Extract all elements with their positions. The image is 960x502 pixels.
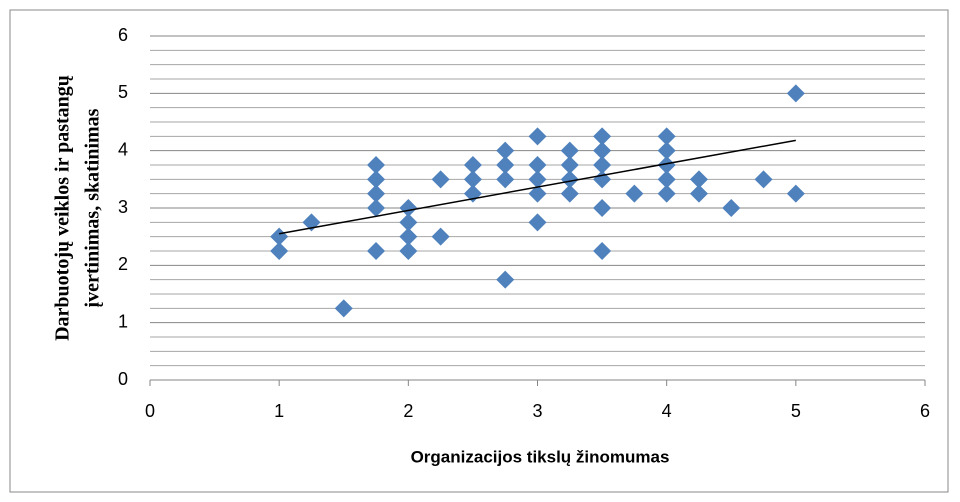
point	[657, 141, 676, 160]
point	[593, 141, 612, 160]
point	[367, 184, 386, 203]
y-tick-label: 3	[118, 197, 128, 217]
y-axis-label: Darbuotojų veiklos ir pastangų įvertinim…	[52, 75, 104, 341]
point	[399, 242, 418, 260]
point	[625, 184, 644, 203]
y-tick-label: 2	[118, 254, 128, 274]
point	[528, 213, 547, 232]
point	[496, 270, 515, 289]
point	[593, 199, 612, 217]
point	[657, 184, 676, 203]
point	[334, 299, 353, 318]
point	[270, 227, 289, 246]
x-tick-label: 0	[145, 401, 155, 421]
point	[593, 127, 612, 146]
point	[367, 156, 386, 174]
x-tick-label: 6	[920, 401, 930, 421]
point	[689, 170, 708, 189]
point	[560, 184, 579, 203]
y-tick-label: 1	[118, 311, 128, 331]
point	[560, 156, 579, 174]
point	[657, 156, 676, 174]
x-tick-label: 4	[662, 401, 672, 421]
y-axis-label-line: Darbuotojų veiklos ir pastangų	[52, 75, 74, 341]
point	[528, 184, 547, 203]
point	[367, 199, 386, 217]
point	[496, 170, 515, 189]
point	[560, 170, 579, 189]
point	[270, 242, 289, 260]
point	[528, 156, 547, 174]
point	[367, 170, 386, 189]
x-tick-label: 3	[532, 401, 542, 421]
x-tick-label: 1	[274, 401, 284, 421]
point	[528, 127, 547, 146]
y-tick-label: 0	[118, 369, 128, 389]
point	[496, 156, 515, 174]
y-tick-label: 5	[118, 82, 128, 102]
point	[367, 242, 386, 260]
point	[560, 141, 579, 160]
point	[463, 156, 482, 174]
point	[399, 213, 418, 232]
point	[722, 199, 741, 217]
point	[431, 170, 450, 189]
y-tick-label: 6	[118, 25, 128, 45]
point	[496, 141, 515, 160]
point	[786, 184, 805, 203]
point	[593, 156, 612, 174]
point	[399, 227, 418, 246]
y-tick-label: 4	[118, 139, 128, 159]
point	[463, 170, 482, 189]
point	[754, 170, 773, 189]
x-tick-label: 5	[791, 401, 801, 421]
y-axis-label-line: įvertinimas, skatinimas	[82, 108, 104, 307]
x-axis-label: Organizacijos tikslų žinomumas	[411, 447, 670, 466]
trendline	[279, 139, 796, 235]
point	[593, 242, 612, 260]
point	[657, 170, 676, 189]
point	[786, 84, 805, 103]
point	[657, 127, 676, 146]
point	[431, 227, 450, 246]
point	[689, 184, 708, 203]
point	[528, 170, 547, 189]
point	[399, 199, 418, 217]
x-tick-label: 2	[403, 401, 413, 421]
